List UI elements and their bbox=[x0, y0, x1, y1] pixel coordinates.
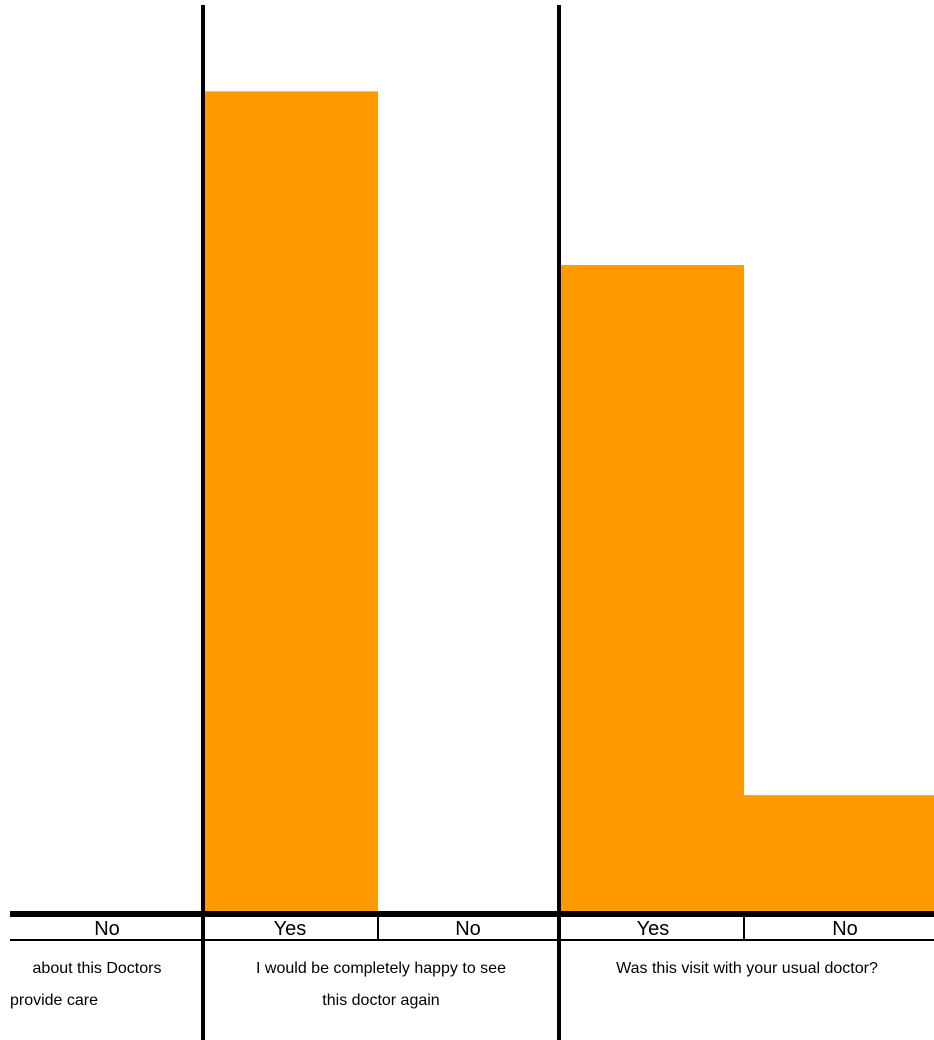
category-label-yes-1: Yes bbox=[274, 918, 307, 940]
bars-layer bbox=[205, 91, 934, 914]
bar-4-yes bbox=[561, 265, 744, 914]
category-label-yes-2: Yes bbox=[637, 918, 670, 940]
group-label-2-line-2: this doctor again bbox=[322, 992, 439, 1009]
group-label-1-line-2: provide care bbox=[10, 992, 98, 1009]
category-label-no-1: No bbox=[94, 918, 120, 940]
group-label-3-line-1: Was this visit with your usual doctor? bbox=[616, 960, 878, 977]
group-label-1-line-1: about this Doctors bbox=[33, 960, 162, 977]
category-label-no-2: No bbox=[455, 918, 481, 940]
group-label-2-line-1: I would be completely happy to see bbox=[256, 960, 506, 977]
bar-5-no bbox=[744, 795, 934, 914]
category-label-no-3: No bbox=[832, 918, 858, 940]
group-label-1: about this Doctors provide care bbox=[10, 960, 162, 1009]
group-labels: about this Doctors provide care I would … bbox=[10, 960, 878, 1009]
category-labels: No Yes No Yes No bbox=[94, 918, 858, 940]
bar-2-yes bbox=[205, 91, 378, 914]
